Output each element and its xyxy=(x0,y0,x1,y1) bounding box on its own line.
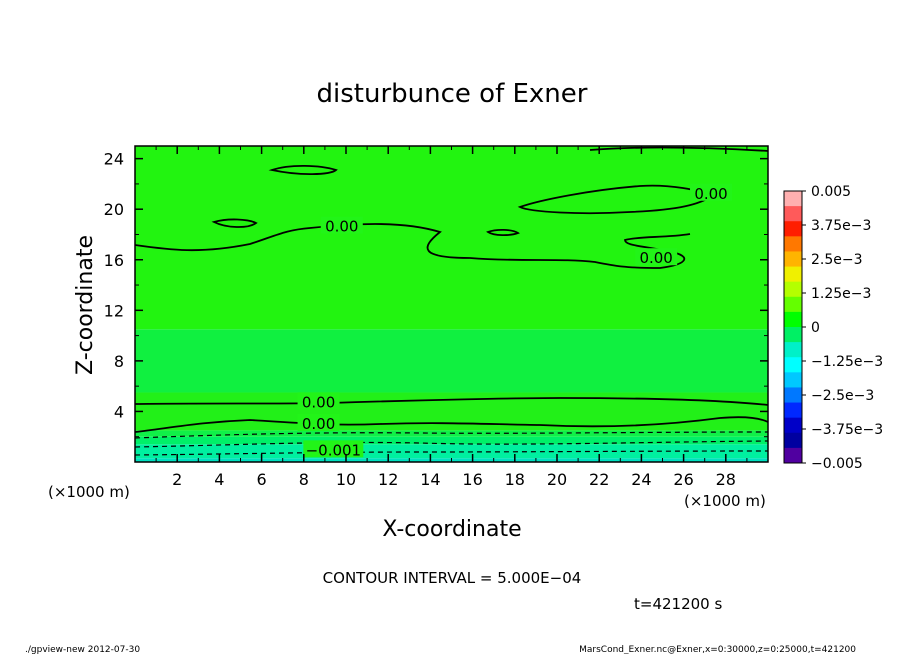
colorbar-swatch xyxy=(784,266,802,283)
colorbar-swatch xyxy=(784,251,802,268)
x-tick-label: 24 xyxy=(631,470,651,489)
colorbar-swatch xyxy=(784,327,802,343)
colorbar-label: 2.5e−3 xyxy=(811,252,863,268)
colorbar-swatch xyxy=(784,311,802,328)
x-tick-label: 18 xyxy=(505,470,525,489)
contour-line-top-edge xyxy=(589,146,769,152)
field-band-4 xyxy=(135,392,768,431)
colorbar-label: −1.25e−3 xyxy=(811,354,883,370)
colorbar xyxy=(783,190,803,464)
colorbar-label: −0.005 xyxy=(811,456,863,472)
contour-label: 0.00 xyxy=(694,185,727,203)
footer-left-text: ./gpview-new 2012-07-30 xyxy=(25,645,140,654)
x-unit-label-right: (×1000 m) xyxy=(684,492,766,510)
contour-label-bg xyxy=(320,216,363,234)
contour-label: 0.00 xyxy=(639,249,672,267)
x-tick-label: 10 xyxy=(336,470,356,489)
y-axis: 4 8 12 16 20 24 xyxy=(104,150,768,438)
x-tick-label: 28 xyxy=(716,470,736,489)
colorbar-swatch xyxy=(784,447,802,464)
field-band-2 xyxy=(135,436,768,445)
colorbar-swatch xyxy=(784,191,802,207)
field-band-5 xyxy=(135,329,768,393)
x-tick-label: 20 xyxy=(547,470,567,489)
contour-line-low-2 xyxy=(134,416,769,433)
plot-bands xyxy=(135,146,768,462)
chart-title: disturbunce of Exner xyxy=(317,79,588,109)
x-tick-label: 4 xyxy=(214,470,224,489)
colorbar-swatch xyxy=(784,432,802,449)
colorbar-labels: 0.005 3.75e−3 2.5e−3 1.25e−3 0 −1.25e−3 −2.5e−… xyxy=(802,184,883,472)
x-tick-label: 8 xyxy=(299,470,309,489)
y-tick-label: 24 xyxy=(104,150,124,169)
colorbar-swatch xyxy=(784,342,802,358)
colorbar-label: 0 xyxy=(811,320,820,336)
contour-label: −0.001 xyxy=(306,441,362,459)
y-axis-label: Z-coordinate xyxy=(73,235,98,375)
x-tick-label: 6 xyxy=(257,470,267,489)
x-tick-label: 16 xyxy=(462,470,482,489)
colorbar-swatch xyxy=(784,372,802,388)
colorbar-swatch xyxy=(784,281,802,298)
contour-label: 0.00 xyxy=(302,393,335,411)
contour-closed-small-2 xyxy=(211,218,258,228)
contour-label-bg xyxy=(297,413,340,431)
colorbar-swatch xyxy=(784,221,802,237)
contour-line-upper xyxy=(134,223,691,269)
y-tick-label: 12 xyxy=(104,301,124,320)
colorbar-swatch xyxy=(784,387,802,404)
colorbar-swatch xyxy=(784,206,802,222)
colorbar-label: 0.005 xyxy=(811,184,851,200)
x-tick-label: 14 xyxy=(420,470,440,489)
x-axis: 2 4 6 8 10 12 14 16 18 20 22 24 26 28 xyxy=(155,146,748,489)
contour-interval-text: CONTOUR INTERVAL = 5.000E−04 xyxy=(323,569,582,587)
colorbar-label: −3.75e−3 xyxy=(811,422,883,438)
y-tick-label: 8 xyxy=(114,352,124,371)
contour-label-bg xyxy=(690,183,733,201)
contour-label-bg xyxy=(303,440,364,458)
field-band-1 xyxy=(135,444,768,459)
contour-closed-small-3 xyxy=(486,228,520,237)
colorbar-swatch xyxy=(784,402,802,419)
time-text: t=421200 s xyxy=(634,595,722,613)
y-tick-label: 16 xyxy=(104,251,124,270)
contour-label: 0.00 xyxy=(302,415,335,433)
x-tick-label: 22 xyxy=(589,470,609,489)
colorbar-swatch xyxy=(784,357,802,373)
x-unit-label: (×1000 m) xyxy=(48,483,130,501)
contour-labels: 0.00 0.00 0.00 0.00 0.00 −0.001 xyxy=(297,183,733,459)
y-tick-label: 20 xyxy=(104,200,124,219)
colorbar-swatch xyxy=(784,417,802,434)
x-tick-label: 2 xyxy=(172,470,182,489)
colorbar-label: −2.5e−3 xyxy=(811,388,874,404)
footer-right-text: MarsCond_Exner.nc@Exner,x=0:30000,z=0:25… xyxy=(579,645,856,654)
contour-line-low-1 xyxy=(134,397,769,406)
colorbar-swatch xyxy=(784,236,802,252)
x-axis-label: X-coordinate xyxy=(382,517,521,542)
contour-label-bg xyxy=(635,248,678,266)
y-tick-label: 4 xyxy=(114,402,124,421)
contour-closed-small-1 xyxy=(268,164,338,176)
colorbar-label: 1.25e−3 xyxy=(811,286,871,302)
colorbar-swatch xyxy=(784,296,802,313)
contour-label: 0.00 xyxy=(325,218,358,236)
colorbar-label: 3.75e−3 xyxy=(811,218,871,234)
x-tick-label: 12 xyxy=(378,470,398,489)
x-tick-label: 26 xyxy=(673,470,693,489)
field-band-6 xyxy=(135,146,768,330)
contour-label-bg xyxy=(297,392,340,410)
